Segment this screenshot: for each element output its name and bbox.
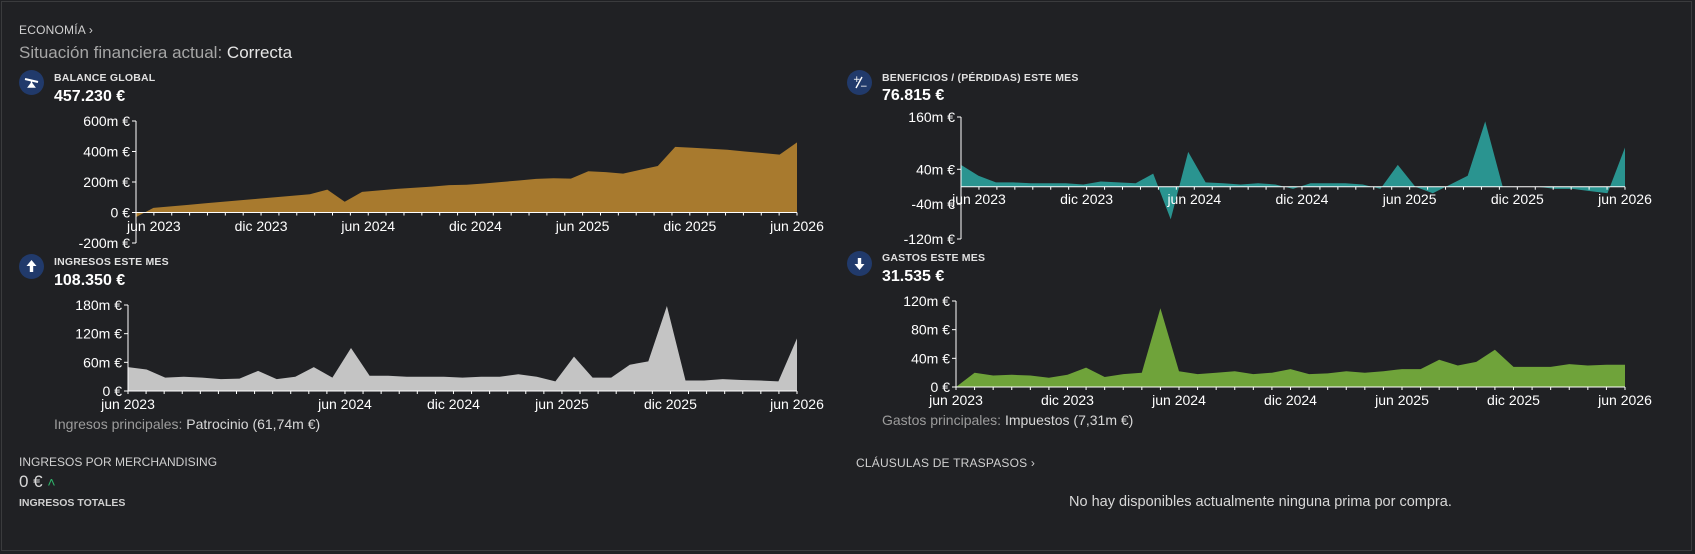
profit-y-tick-label: 40m €: [916, 161, 955, 177]
svg-text:−: −: [860, 82, 868, 92]
expenses-main-source: Gastos principales: Impuestos (7,31m €): [882, 412, 1133, 428]
merch-value-row: 0 € ˄: [19, 472, 56, 492]
profit-x-tick-label: jun 2023: [951, 191, 1006, 207]
financial-status-value: Correcta: [226, 43, 293, 62]
balance-y-tick-label: 200m €: [83, 174, 130, 190]
income-x-tick-label: jun 2025: [534, 396, 589, 412]
balance-x-tick-label: jun 2025: [555, 218, 610, 234]
arrow-down-icon: [847, 251, 872, 276]
chevron-right-icon: ›: [88, 23, 94, 37]
income-x-tick-label: dic 2025: [644, 396, 697, 412]
merch-value: 0 €: [19, 472, 43, 491]
income-main-source: Ingresos principales: Patrocinio (61,74m…: [54, 416, 320, 432]
expenses-y-tick-label: 120m €: [903, 293, 950, 309]
balance-y-tick-label: 600m €: [83, 113, 130, 129]
merch-sub-label: INGRESOS TOTALES: [19, 497, 126, 509]
expenses-y-tick-label: 0 €: [931, 379, 951, 395]
clauses-label: CLÁUSULAS DE TRASPASOS: [856, 456, 1028, 470]
financial-status: Situación financiera actual: Correcta: [19, 43, 292, 63]
merch-label: INGRESOS POR MERCHANDISING: [19, 455, 218, 469]
breadcrumb[interactable]: ECONOMÍA ›: [19, 23, 93, 37]
financial-status-label: Situación financiera actual:: [19, 43, 223, 62]
trend-up-icon: ˄: [47, 474, 56, 490]
balance-value: 457.230 €: [54, 88, 126, 105]
chevron-right-icon: ›: [1030, 456, 1036, 470]
balance-label: BALANCE GLOBAL: [54, 72, 156, 84]
expenses-area-series: [956, 308, 1625, 387]
income-label: INGRESOS ESTE MES: [54, 256, 169, 268]
expenses-x-tick-label: jun 2025: [1374, 392, 1429, 408]
expenses-x-tick-label: jun 2023: [928, 392, 983, 408]
balance-x-tick-label: dic 2023: [235, 218, 288, 234]
expenses-x-tick-label: jun 2026: [1597, 392, 1652, 408]
income-x-tick-label: dic 2024: [427, 396, 480, 412]
profit-x-tick-label: dic 2023: [1060, 191, 1113, 207]
arrow-up-icon: [19, 254, 44, 279]
income-value: 108.350 €: [54, 272, 126, 289]
income-area-series: [128, 306, 797, 391]
scale-icon: [19, 70, 44, 95]
plus-minus-icon: + −: [847, 70, 872, 95]
income-x-tick-label: jun 2023: [100, 396, 155, 412]
expenses-value: 31.535 €: [882, 268, 945, 285]
balance-x-tick-label: jun 2024: [340, 218, 395, 234]
income-y-tick-label: 0 €: [103, 383, 123, 399]
income-y-tick-label: 60m €: [83, 354, 122, 370]
income-main-label: Ingresos principales:: [54, 416, 183, 432]
expenses-y-tick-label: 40m €: [911, 350, 950, 366]
income-main-value: Patrocinio (61,74m €): [186, 416, 321, 432]
profit-y-tick-label: 160m €: [908, 109, 955, 125]
balance-x-tick-label: dic 2024: [449, 218, 502, 234]
expenses-x-tick-label: jun 2024: [1151, 392, 1206, 408]
income-y-tick-label: 180m €: [75, 297, 122, 313]
expenses-x-tick-label: dic 2023: [1041, 392, 1094, 408]
expenses-label: GASTOS ESTE MES: [882, 252, 986, 264]
svg-text:+: +: [853, 75, 861, 85]
balance-y-tick-label: 0 €: [111, 205, 131, 221]
balance-area-series: [136, 142, 797, 218]
profit-x-tick-label: jun 2024: [1166, 191, 1221, 207]
profit-x-tick-label: dic 2024: [1276, 191, 1329, 207]
profit-x-tick-label: jun 2026: [1597, 191, 1652, 207]
profit-y-tick-label: -40m €: [911, 196, 955, 212]
profit-x-tick-label: dic 2025: [1491, 191, 1544, 207]
clauses-link[interactable]: CLÁUSULAS DE TRASPASOS ›: [856, 456, 1035, 470]
expenses-y-tick-label: 80m €: [911, 322, 950, 338]
expenses-main-label: Gastos principales:: [882, 412, 1002, 428]
profit-area-series: [961, 121, 1625, 220]
profit-label: BENEFICIOS / (PÉRDIDAS) ESTE MES: [882, 72, 1079, 84]
income-x-tick-label: jun 2026: [769, 396, 824, 412]
balance-x-tick-label: jun 2023: [126, 218, 181, 234]
balance-y-tick-label: -200m €: [79, 235, 131, 251]
expenses-x-tick-label: dic 2024: [1264, 392, 1317, 408]
balance-x-tick-label: jun 2026: [769, 218, 824, 234]
income-y-tick-label: 120m €: [75, 326, 122, 342]
clauses-empty-message: No hay disponibles actualmente ninguna p…: [1069, 494, 1452, 510]
expenses-main-value: Impuestos (7,31m €): [1004, 412, 1134, 428]
balance-x-tick-label: dic 2025: [663, 218, 716, 234]
income-x-tick-label: jun 2024: [317, 396, 372, 412]
profit-y-tick-label: -120m €: [904, 231, 956, 247]
profit-value: 76.815 €: [882, 87, 945, 104]
breadcrumb-label: ECONOMÍA: [19, 23, 86, 37]
profit-x-tick-label: jun 2025: [1382, 191, 1437, 207]
expenses-x-tick-label: dic 2025: [1487, 392, 1540, 408]
balance-y-tick-label: 400m €: [83, 144, 130, 160]
